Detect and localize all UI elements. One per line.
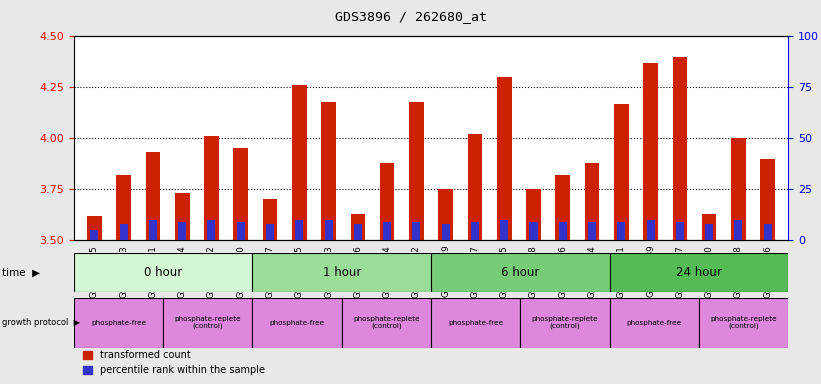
Text: phosphate-free: phosphate-free (91, 319, 146, 326)
Bar (672, 57, 687, 240)
Text: 1 hour: 1 hour (323, 266, 361, 279)
Bar (145, 152, 160, 240)
Bar (647, 220, 654, 240)
Bar (296, 220, 303, 240)
Bar (236, 222, 245, 240)
Text: GDS3896 / 262680_at: GDS3896 / 262680_at (334, 10, 487, 23)
Bar (253, 253, 431, 292)
Bar (526, 189, 541, 240)
Bar (380, 163, 394, 240)
Bar (163, 298, 253, 348)
Bar (702, 214, 717, 240)
Bar (431, 253, 609, 292)
Bar (438, 189, 453, 240)
Bar (471, 222, 479, 240)
Bar (521, 298, 609, 348)
Text: 6 hour: 6 hour (501, 266, 539, 279)
Text: phosphate-free: phosphate-free (626, 319, 681, 326)
Bar (497, 77, 511, 240)
Bar (676, 222, 684, 240)
Bar (117, 175, 131, 240)
Bar (559, 222, 566, 240)
Bar (617, 222, 626, 240)
Legend: transformed count, percentile rank within the sample: transformed count, percentile rank withi… (79, 346, 269, 379)
Bar (614, 104, 629, 240)
Bar (699, 298, 788, 348)
Bar (204, 136, 218, 240)
Bar (208, 220, 215, 240)
Bar (263, 199, 277, 240)
Bar (149, 220, 157, 240)
Bar (178, 222, 186, 240)
Text: phosphate-free: phosphate-free (269, 319, 324, 326)
Bar (383, 222, 391, 240)
Bar (734, 220, 742, 240)
Text: growth protocol  ▶: growth protocol ▶ (2, 318, 80, 327)
Bar (324, 220, 333, 240)
Text: 24 hour: 24 hour (676, 266, 722, 279)
Text: phosphate-replete
(control): phosphate-replete (control) (175, 316, 241, 329)
Bar (253, 298, 342, 348)
Bar (120, 224, 128, 240)
Bar (556, 175, 570, 240)
Bar (354, 224, 362, 240)
Bar (233, 148, 248, 240)
Bar (266, 224, 274, 240)
Bar (292, 85, 306, 240)
Bar (351, 214, 365, 240)
Bar (644, 63, 658, 240)
Bar (731, 138, 745, 240)
Bar (530, 222, 538, 240)
Text: phosphate-replete
(control): phosphate-replete (control) (532, 316, 599, 329)
Bar (90, 230, 99, 240)
Bar (409, 102, 424, 240)
Bar (705, 224, 713, 240)
Bar (609, 253, 788, 292)
Bar (87, 215, 102, 240)
Text: phosphate-replete
(control): phosphate-replete (control) (710, 316, 777, 329)
Bar (74, 253, 253, 292)
Bar (764, 224, 772, 240)
Text: 0 hour: 0 hour (144, 266, 182, 279)
Text: time  ▶: time ▶ (2, 268, 40, 278)
Bar (431, 298, 521, 348)
Text: phosphate-free: phosphate-free (448, 319, 503, 326)
Bar (760, 159, 775, 240)
Bar (175, 193, 190, 240)
Bar (342, 298, 431, 348)
Bar (588, 222, 596, 240)
Text: phosphate-replete
(control): phosphate-replete (control) (353, 316, 420, 329)
Bar (585, 163, 599, 240)
Bar (74, 298, 163, 348)
Bar (500, 220, 508, 240)
Bar (321, 102, 336, 240)
Bar (609, 298, 699, 348)
Bar (468, 134, 482, 240)
Bar (412, 222, 420, 240)
Bar (442, 224, 450, 240)
